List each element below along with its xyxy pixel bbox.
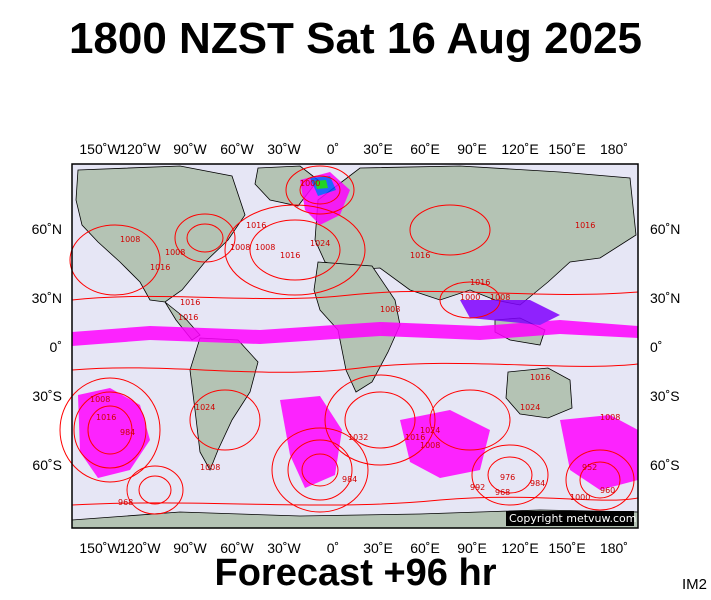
isobar-label-18: 1016	[96, 413, 116, 422]
isobar-label-2: 1016	[246, 221, 266, 230]
image-id: IM2	[682, 576, 708, 593]
isobar-label-16: 1016	[405, 433, 425, 442]
lat-tick-left-0: 60˚N	[32, 221, 62, 237]
lon-tick-bottom-4: 30˚W	[267, 540, 301, 556]
rain-band-south-pacific	[560, 415, 638, 490]
isobars	[59, 165, 639, 515]
lon-tick-top-1: 120˚W	[119, 141, 161, 157]
lon-tick-top-0: 150˚W	[79, 141, 121, 157]
isobar-label-15: 1032	[348, 433, 368, 442]
isobar-label-26: 1024	[520, 403, 540, 412]
rain-band-asia	[460, 300, 560, 325]
isobar-label-9: 1000	[460, 293, 480, 302]
isobar-label-29: 1016	[575, 221, 595, 230]
lon-tick-top-8: 90˚E	[457, 141, 487, 157]
lon-tick-bottom-9: 120˚E	[501, 540, 538, 556]
lon-tick-top-3: 60˚W	[220, 141, 254, 157]
isobar-label-8: 1016	[150, 263, 170, 272]
isobar-label-10: 1008	[490, 293, 510, 302]
isobar-label-36: 1016	[410, 251, 430, 260]
forecast-valid-time-title: 1800 NZST Sat 16 Aug 2025	[68, 14, 643, 63]
isobar-label-12: 1008	[380, 305, 400, 314]
lon-tick-bottom-7: 60˚E	[410, 540, 440, 556]
isobar-label-25: 984	[342, 475, 357, 484]
isobar-label-27: 1016	[530, 373, 550, 382]
isobar-label-19: 1008	[90, 395, 110, 404]
isobar-label-23: 992	[470, 483, 485, 492]
precipitation-shading	[72, 172, 638, 490]
lon-tick-bottom-8: 90˚E	[457, 540, 487, 556]
lat-tick-right-1: 30˚N	[650, 290, 680, 306]
lon-tick-top-5: 0˚	[327, 141, 339, 157]
isobar-labels: 1000100810161024101610081016100810161000…	[90, 179, 620, 507]
land-australia	[505, 367, 573, 419]
lat-tick-left-4: 60˚S	[32, 457, 62, 473]
copyright-text: Copyright metvuw.com	[509, 512, 637, 525]
lat-ticks-right: 60˚N 30˚N 0˚ 30˚S 60˚S	[650, 221, 680, 473]
isobar-label-3: 1024	[310, 239, 330, 248]
lat-tick-right-4: 60˚S	[650, 457, 680, 473]
lat-tick-left-1: 30˚N	[32, 290, 62, 306]
lon-tick-bottom-11: 180˚	[600, 540, 628, 556]
isobar-label-0: 1000	[300, 179, 320, 188]
lon-tick-bottom-5: 0˚	[327, 540, 339, 556]
lon-tick-bottom-6: 30˚E	[363, 540, 393, 556]
isobar-label-20: 984	[120, 428, 135, 437]
lon-tick-top-7: 60˚E	[410, 141, 440, 157]
isobar-label-11: 1016	[470, 278, 490, 287]
lat-tick-left-2: 0˚	[50, 339, 62, 355]
lon-tick-bottom-3: 60˚W	[220, 540, 254, 556]
isobar-label-6: 1016	[180, 298, 200, 307]
lon-tick-bottom-10: 150˚E	[548, 540, 585, 556]
isobar-label-35: 960	[600, 486, 615, 495]
lat-tick-right-3: 30˚S	[650, 388, 680, 404]
isobar-label-4: 1016	[280, 251, 300, 260]
isobar-label-22: 1008	[200, 463, 220, 472]
lon-tick-top-10: 150˚E	[548, 141, 585, 157]
isobar-label-33: 1000	[570, 493, 590, 502]
lat-tick-right-2: 0˚	[650, 339, 662, 355]
rain-band-equatorial	[72, 320, 638, 346]
isobar-label-37: 1016	[178, 313, 198, 322]
isobar-label-21: 968	[118, 498, 133, 507]
lon-tick-top-11: 180˚	[600, 141, 628, 157]
copyright-box	[506, 511, 634, 526]
rain-core-extreme	[315, 180, 328, 189]
lon-tick-top-4: 30˚W	[267, 141, 301, 157]
forecast-lead-time: Forecast +96 hr	[214, 552, 497, 594]
isobar-label-14: 1024	[420, 426, 440, 435]
rain-band-southern-ocean-west	[78, 388, 150, 478]
lon-tick-bottom-0: 150˚W	[79, 540, 121, 556]
lon-tick-bottom-2: 90˚W	[173, 540, 207, 556]
isobar-label-5: 1008	[165, 248, 185, 257]
isobar-label-30: 1008	[255, 243, 275, 252]
rain-band-southern-ocean-mid	[280, 396, 342, 488]
isobar-label-17: 1008	[420, 441, 440, 450]
isobar-label-32: 984	[530, 479, 545, 488]
lat-tick-left-3: 30˚S	[32, 388, 62, 404]
isobar-label-24: 976	[500, 473, 515, 482]
isobar-label-31: 968	[495, 488, 510, 497]
lat-tick-right-0: 60˚N	[650, 221, 680, 237]
rain-band-north-atlantic	[300, 172, 350, 225]
lon-tick-top-9: 120˚E	[501, 141, 538, 157]
lon-tick-top-6: 30˚E	[363, 141, 393, 157]
isobar-label-1: 1008	[230, 243, 250, 252]
lon-tick-top-2: 90˚W	[173, 141, 207, 157]
lon-tick-bottom-1: 120˚W	[119, 540, 161, 556]
isobar-label-28: 1008	[600, 413, 620, 422]
isobar-label-13: 1024	[195, 403, 215, 412]
isobar-label-34: 952	[582, 463, 597, 472]
map-frame	[71, 163, 639, 529]
lat-ticks-left: 60˚N 30˚N 0˚ 30˚S 60˚S	[32, 221, 62, 473]
isobar-label-7: 1008	[120, 235, 140, 244]
